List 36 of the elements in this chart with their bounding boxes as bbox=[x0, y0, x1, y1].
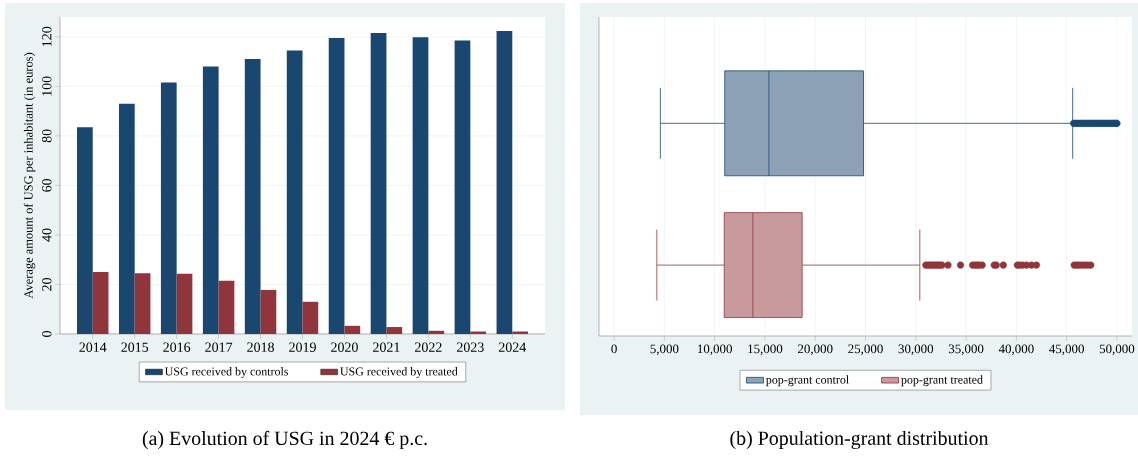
x-tick-label: 2023 bbox=[456, 342, 484, 352]
y-axis-title: Average amount of USG per inhabitant (in euros) bbox=[23, 52, 36, 299]
x-tick-label: 20,000 bbox=[797, 344, 833, 356]
y-tick-label: 80 bbox=[42, 129, 52, 143]
y-tick-label: 40 bbox=[42, 228, 52, 242]
x-tick-label: 2017 bbox=[205, 342, 233, 352]
x-tick-label: 2018 bbox=[247, 342, 274, 352]
x-tick-label: 45,000 bbox=[1049, 344, 1084, 356]
y-tick-label: 0 bbox=[42, 331, 52, 337]
legend-label: USG received by controls bbox=[164, 367, 289, 378]
y-tick-label: 100 bbox=[42, 76, 52, 96]
text: (a) Evolution of USG in 2024 € p.c. bbox=[142, 430, 427, 450]
legend-label: pop-grant control bbox=[766, 375, 849, 387]
x-tick-label: 2019 bbox=[289, 342, 316, 352]
text: (b) Population-grant distribution bbox=[730, 430, 989, 450]
x-tick-label: 2020 bbox=[331, 342, 358, 352]
x-tick-label: 2021 bbox=[373, 342, 400, 352]
x-tick-label: 50,000 bbox=[1099, 344, 1135, 356]
legend-label: pop-grant treated bbox=[901, 375, 983, 387]
x-tick-label: 40,000 bbox=[998, 344, 1034, 356]
y-tick-label: 20 bbox=[42, 278, 52, 291]
x-tick-label: 2022 bbox=[415, 342, 442, 352]
x-tick-label: 15,000 bbox=[748, 344, 783, 356]
x-tick-label: 2015 bbox=[121, 342, 149, 352]
x-tick-label: 5,000 bbox=[650, 344, 679, 356]
y-tick-label: 60 bbox=[42, 178, 52, 192]
legend-label: USG received by treated bbox=[340, 367, 458, 378]
x-tick-label: 10,000 bbox=[698, 344, 732, 356]
x-tick-label: 2024 bbox=[498, 342, 527, 352]
x-tick-label: 2016 bbox=[163, 342, 191, 352]
x-tick-label: 0 bbox=[611, 344, 617, 354]
x-tick-label: 2014 bbox=[79, 342, 107, 352]
x-tick-label: 25,000 bbox=[848, 344, 883, 356]
x-tick-label: 35,000 bbox=[948, 344, 984, 356]
y-tick-label: 120 bbox=[42, 26, 52, 47]
x-tick-label: 30,000 bbox=[898, 344, 934, 356]
